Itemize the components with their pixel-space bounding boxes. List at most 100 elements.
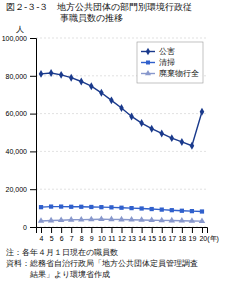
- y-tick: 60,000: [6, 110, 36, 117]
- x-tick-label: 14: [138, 235, 146, 242]
- point: [118, 216, 124, 222]
- legend-label: 廃棄物行全: [159, 69, 199, 78]
- x-tick-label: 11: [108, 235, 115, 242]
- point: [119, 206, 123, 210]
- point: [49, 69, 54, 77]
- x-tick-mark: [192, 227, 193, 233]
- y-axis-line: [30, 39, 37, 228]
- legend: 公害清掃廃棄物行全: [137, 42, 203, 83]
- series: [39, 204, 204, 213]
- x-tick: 6: [60, 227, 64, 242]
- y-tick: 100,000: [2, 35, 36, 42]
- grid-line: [36, 151, 207, 152]
- point: [170, 134, 175, 142]
- y-tick-label: 0: [23, 224, 27, 231]
- annotation: 資料：総務省自治行政局「地方公共団体定員管理調査: [6, 259, 198, 268]
- legend-item: 廃棄物行全: [141, 69, 199, 78]
- x-tick: 11: [108, 227, 115, 242]
- point: [160, 207, 164, 211]
- x-tick-label: 4: [40, 235, 44, 242]
- point: [138, 216, 144, 222]
- y-tick-mark: [30, 114, 36, 115]
- y-axis: 0 20,000 40,000 60,000 80,000 100,000: [2, 35, 37, 231]
- legend-marker: [146, 61, 150, 65]
- x-tick-label: 19: [189, 235, 197, 242]
- grid-line: [36, 113, 207, 114]
- x-tick-label: 15: [148, 235, 156, 242]
- title: 図２-３-３ 地方公共団体の部門別環境行政従: [6, 2, 193, 12]
- point: [69, 74, 74, 82]
- x-tick-label: 5: [50, 235, 54, 242]
- x-tick: 7: [70, 227, 74, 242]
- point: [159, 217, 165, 223]
- point: [89, 82, 94, 90]
- legend-marker: [145, 70, 151, 75]
- point: [119, 104, 124, 112]
- x-tick: 14: [138, 227, 146, 242]
- point: [48, 217, 54, 223]
- series-line: [41, 73, 202, 146]
- y-tick-mark: [30, 151, 36, 152]
- x-tick-mark: [111, 227, 112, 233]
- x-tick-mark: [91, 227, 92, 233]
- point: [169, 217, 175, 223]
- series-line: [41, 207, 202, 212]
- y-tick-label: 60,000: [6, 110, 28, 117]
- point: [109, 205, 113, 209]
- y-tick-label: 80,000: [6, 73, 28, 80]
- point: [38, 217, 44, 223]
- point: [59, 71, 64, 79]
- legend-marker: [146, 48, 150, 55]
- x-tick-mark: [122, 227, 123, 233]
- x-tick-mark: [51, 227, 52, 233]
- point: [139, 119, 144, 127]
- x-tick-label: 9: [90, 235, 94, 242]
- point: [200, 209, 204, 213]
- point: [170, 208, 174, 212]
- x-tick-mark: [81, 227, 82, 233]
- point: [88, 216, 94, 222]
- point: [69, 205, 73, 209]
- point: [109, 96, 114, 104]
- x-tick: 8: [80, 227, 84, 242]
- x-tick: 13: [128, 227, 136, 242]
- point: [78, 216, 84, 222]
- y-tick-label: 100,000: [2, 35, 27, 42]
- point: [129, 206, 133, 210]
- x-tick-label: 17: [168, 235, 176, 242]
- x-tick: 9: [90, 227, 94, 242]
- y-tick: 80,000: [6, 73, 36, 80]
- x-tick-label: 13: [128, 235, 136, 242]
- point: [159, 129, 164, 137]
- annotation: 結果」より環境省作成: [6, 270, 110, 279]
- point: [59, 204, 63, 208]
- x-tick-mark: [132, 227, 133, 233]
- x-tick-label: 8: [80, 235, 84, 242]
- point: [99, 205, 103, 209]
- y-axis-label: 人: [16, 25, 24, 34]
- point: [190, 142, 195, 150]
- x-tick-label: 18: [178, 235, 186, 242]
- point: [189, 217, 195, 223]
- legend-label: 公害: [159, 47, 175, 56]
- x-tick-mark: [172, 227, 173, 233]
- point: [108, 216, 114, 222]
- legend-label: 清掃: [159, 58, 175, 67]
- x-tick: 15: [148, 227, 156, 242]
- x-tick-label: 6: [60, 235, 64, 242]
- y-tick-mark: [30, 227, 36, 228]
- series-group: [38, 69, 205, 223]
- y-tick: 0: [23, 224, 36, 231]
- x-tick-label: 7: [70, 235, 74, 242]
- y-tick-mark: [30, 189, 36, 190]
- y-tick-label: 20,000: [6, 186, 28, 193]
- x-tick: 18: [178, 227, 186, 242]
- point: [39, 205, 43, 209]
- y-tick: 40,000: [6, 148, 36, 155]
- point: [148, 216, 154, 222]
- point: [58, 216, 64, 222]
- point: [129, 112, 134, 120]
- x-axis: 4567891011121314151617181920(年): [37, 227, 219, 243]
- x-tick: 5: [50, 227, 54, 242]
- point: [199, 217, 205, 223]
